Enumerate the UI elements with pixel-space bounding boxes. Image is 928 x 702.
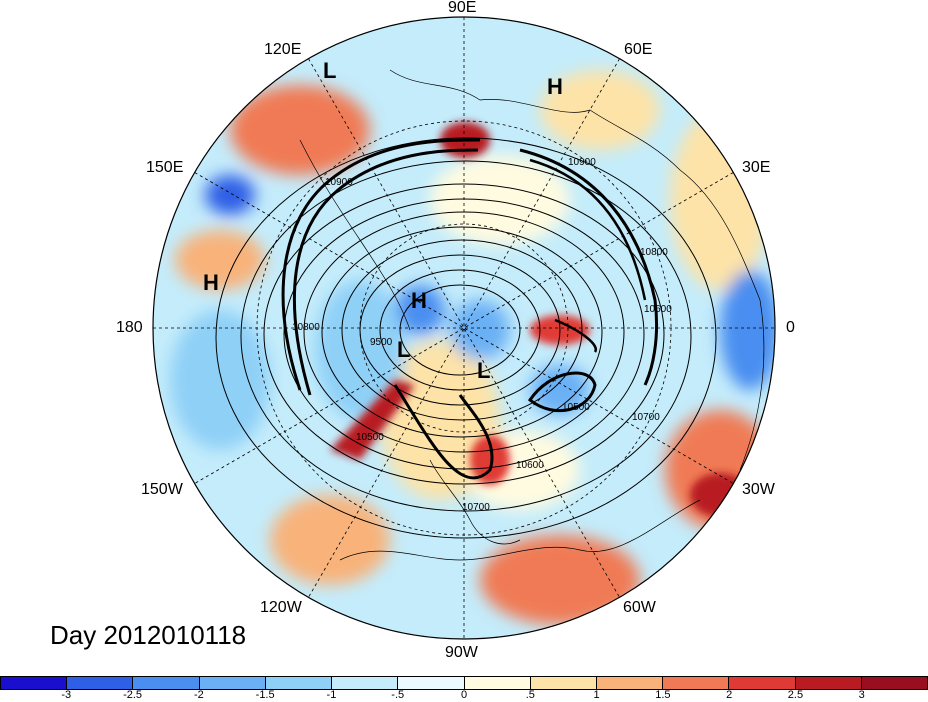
colorbar-swatch [663,677,730,689]
colorbar [0,676,928,690]
colorbar-tick-label: 1.5 [655,689,671,701]
colorbar-swatch [265,677,333,689]
colorbar-swatch [67,677,134,689]
contour-label: 10500 [356,432,384,443]
contour-label: 10900 [325,177,353,188]
colorbar-tick-label: 0 [460,689,468,701]
contour-label: 9500 [370,337,393,348]
coastlines [299,69,765,561]
graticule [153,17,775,639]
colorbar-tick-label: -3 [61,689,72,701]
lon-label-60e: 60E [624,41,653,58]
colorbar-tick-label: 2.5 [787,689,804,701]
colorbar-tick-label: -1 [326,689,337,701]
lon-label-150w: 150W [141,481,183,498]
colorbar-swatch [1,677,68,689]
map-boundary [152,16,776,640]
lon-label-90w: 90W [445,644,478,661]
colorbar-swatch [596,677,664,689]
low-pressure-marker: L [397,337,411,362]
anomaly-field [153,17,775,639]
contour-label: 10800 [640,247,668,258]
contour-label: 10500 [562,402,590,413]
colorbar-tick-label: -2 [193,689,204,701]
contour-label: 10800 [292,322,320,333]
colorbar-swatch [464,677,531,689]
high-pressure-marker: H [547,74,563,99]
lon-label-120w: 120W [260,599,302,616]
lon-label-30w: 30W [742,481,775,498]
colorbar-swatch [133,677,200,689]
contour-label: 10900 [568,157,596,168]
high-pressure-marker: H [411,288,427,313]
colorbar-swatch [861,677,928,689]
colorbar-tick-label: -1.5 [255,689,275,701]
colorbar-swatch [398,677,465,689]
low-pressure-marker: L [477,358,491,383]
lon-label-180: 180 [116,319,143,336]
colorbar-tick-label: -2.5 [123,689,143,701]
day-title: Day 2012010118 [50,620,247,650]
colorbar-tick-label: -.5 [391,689,405,701]
colorbar-swatch [795,677,862,689]
colorbar-tick-label: .5 [525,689,535,701]
jet-contours [281,138,659,480]
high-pressure-marker: H [203,270,219,295]
lon-label-90e: 90E [448,0,477,16]
colorbar-swatch [332,677,399,689]
lon-label-30e: 30E [742,159,771,176]
contour-label: 10700 [462,502,490,513]
lon-label-60w: 60W [623,599,656,616]
contour-label: 10600 [516,460,544,471]
contour-label-group: 10900 10800 10600 10700 10500 10600 1070… [292,157,672,513]
contour-label: 10600 [644,304,672,315]
lon-label-0: 0 [786,319,795,336]
lon-label-120e: 120E [264,41,302,58]
colorbar-swatch [530,677,597,689]
colorbar-swatch [199,677,266,689]
lon-label-150e: 150E [146,159,184,176]
colorbar-tick-label: 3 [858,689,865,701]
low-pressure-marker: L [323,58,337,83]
colorbar-tick-label: 1 [593,689,600,701]
contour-label: 10700 [632,412,660,423]
colorbar-tick-label: 2 [726,689,733,701]
colorbar-swatch [729,677,796,689]
